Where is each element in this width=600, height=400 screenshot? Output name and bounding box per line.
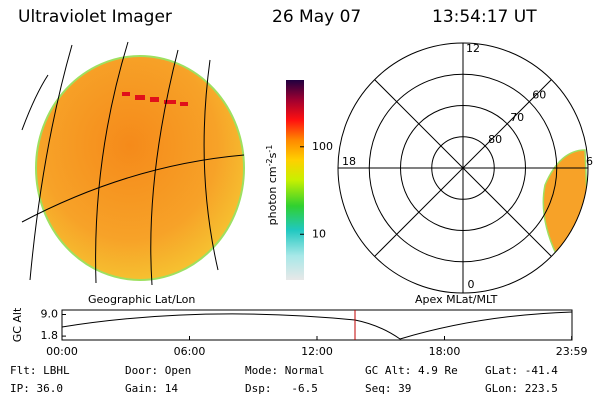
x-tick-label: 12:00 — [301, 345, 333, 358]
lat-ring — [431, 136, 495, 200]
status-field: Seq: 39 — [365, 382, 411, 395]
lat-label: 80 — [488, 133, 502, 146]
unit: photon cm — [266, 166, 279, 225]
status-field: Mode: Normal — [245, 364, 324, 377]
mlt-label: 12 — [466, 42, 480, 55]
y-tick-label: 9.0 — [41, 308, 59, 321]
colorbar-tick-label: 10 — [312, 227, 326, 240]
geo-image — [21, 41, 245, 286]
status-field: Gain: 14 — [125, 382, 178, 395]
date: 26 May 07 — [272, 7, 361, 27]
mlt-line — [374, 79, 552, 257]
x-tick-label: 06:00 — [174, 345, 206, 358]
x-tick-label: 23:59 — [556, 345, 588, 358]
exp: -2 — [265, 158, 274, 166]
lat-label: 70 — [510, 111, 524, 124]
status-field: IP: 36.0 — [10, 382, 63, 395]
left-caption: Geographic Lat/Lon — [88, 293, 195, 306]
lat-ring — [400, 105, 526, 231]
status-field: Flt: LBHL — [10, 364, 70, 377]
colorbar-tick-label: 100 — [312, 140, 333, 153]
altitude-curve — [61, 311, 573, 340]
status-field: Dsp: -6.5 — [245, 382, 318, 395]
status-field: GLat: -41.4 — [485, 364, 558, 377]
time: 13:54:17 UT — [432, 7, 537, 27]
status-field: GC Alt: 4.9 Re — [365, 364, 458, 377]
altitude-frame — [61, 309, 573, 341]
lat-label: 60 — [532, 89, 546, 102]
mlt-label: 0 — [468, 278, 475, 291]
x-tick-label: 18:00 — [429, 345, 461, 358]
y-axis-label: GC Alt — [11, 307, 24, 342]
instrument: Ultraviolet Imager — [18, 7, 172, 27]
exp: -1 — [265, 145, 274, 153]
colorbar — [286, 80, 304, 280]
y-tick-label: 1.8 — [41, 329, 59, 342]
mlt-label: 18 — [342, 155, 356, 168]
colorbar-label: photon cm-2s-1 — [265, 145, 280, 226]
unit: s — [266, 152, 279, 158]
right-caption: Apex MLat/MLT — [415, 293, 498, 306]
status-field: GLon: 223.5 — [485, 382, 558, 395]
x-tick-label: 00:00 — [46, 345, 78, 358]
status-field: Door: Open — [125, 364, 191, 377]
lat-ring — [368, 73, 558, 263]
mlt-label: 6 — [586, 155, 593, 168]
